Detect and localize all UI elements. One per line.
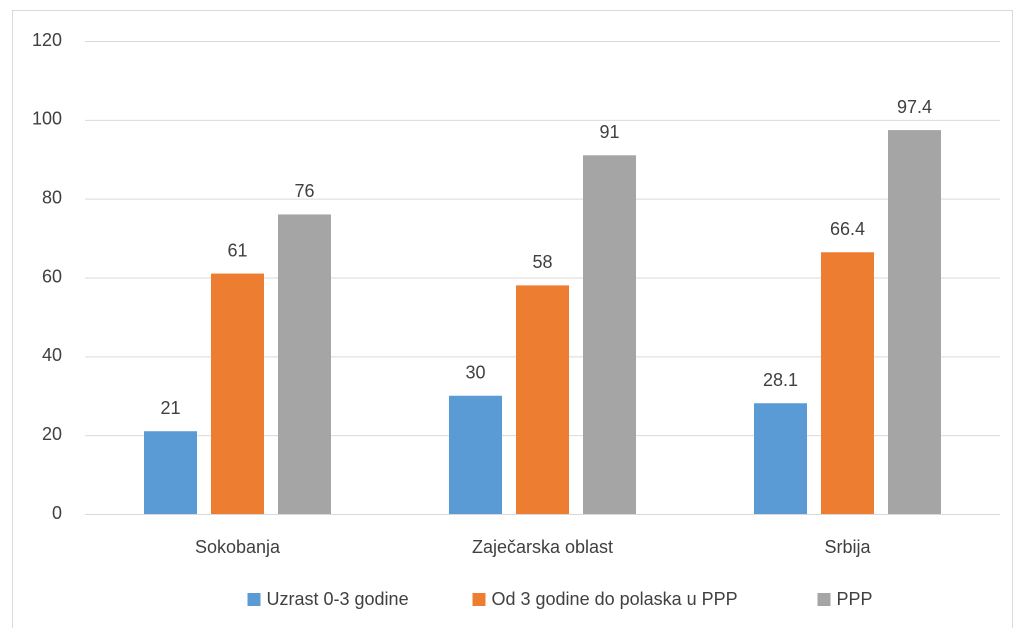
bar [888,130,941,514]
bar [754,403,807,514]
y-tick-label: 20 [42,424,62,444]
legend-label: Od 3 godine do polaska u PPP [492,589,738,609]
bar [211,273,264,514]
legend-swatch [817,593,831,606]
bar [144,431,197,514]
legend-label: PPP [837,589,873,609]
data-label: 58 [532,252,552,272]
bar [821,252,874,515]
data-label: 21 [160,398,180,418]
y-tick-label: 120 [32,30,62,50]
chart-border [12,10,1013,628]
legend-swatch [472,593,486,606]
y-tick-label: 80 [42,187,62,207]
data-label: 28.1 [763,370,798,390]
data-label: 66.4 [830,219,865,239]
bar [583,155,636,514]
x-tick-label: Zaječarska oblast [472,537,613,557]
legend-label: Uzrast 0-3 godine [267,589,409,609]
data-label: 97.4 [897,97,932,117]
y-tick-label: 100 [32,109,62,129]
bar [278,214,331,514]
y-tick-label: 40 [42,345,62,365]
y-tick-label: 60 [42,266,62,286]
legend-swatch [247,593,261,606]
y-tick-label: 0 [52,503,62,523]
x-tick-label: Srbija [824,537,871,557]
data-label: 30 [465,363,485,383]
data-label: 61 [227,240,247,260]
data-label: 91 [599,122,619,142]
data-label: 76 [294,181,314,201]
bar [516,285,569,514]
bar [449,395,502,514]
x-tick-label: Sokobanja [195,537,281,557]
